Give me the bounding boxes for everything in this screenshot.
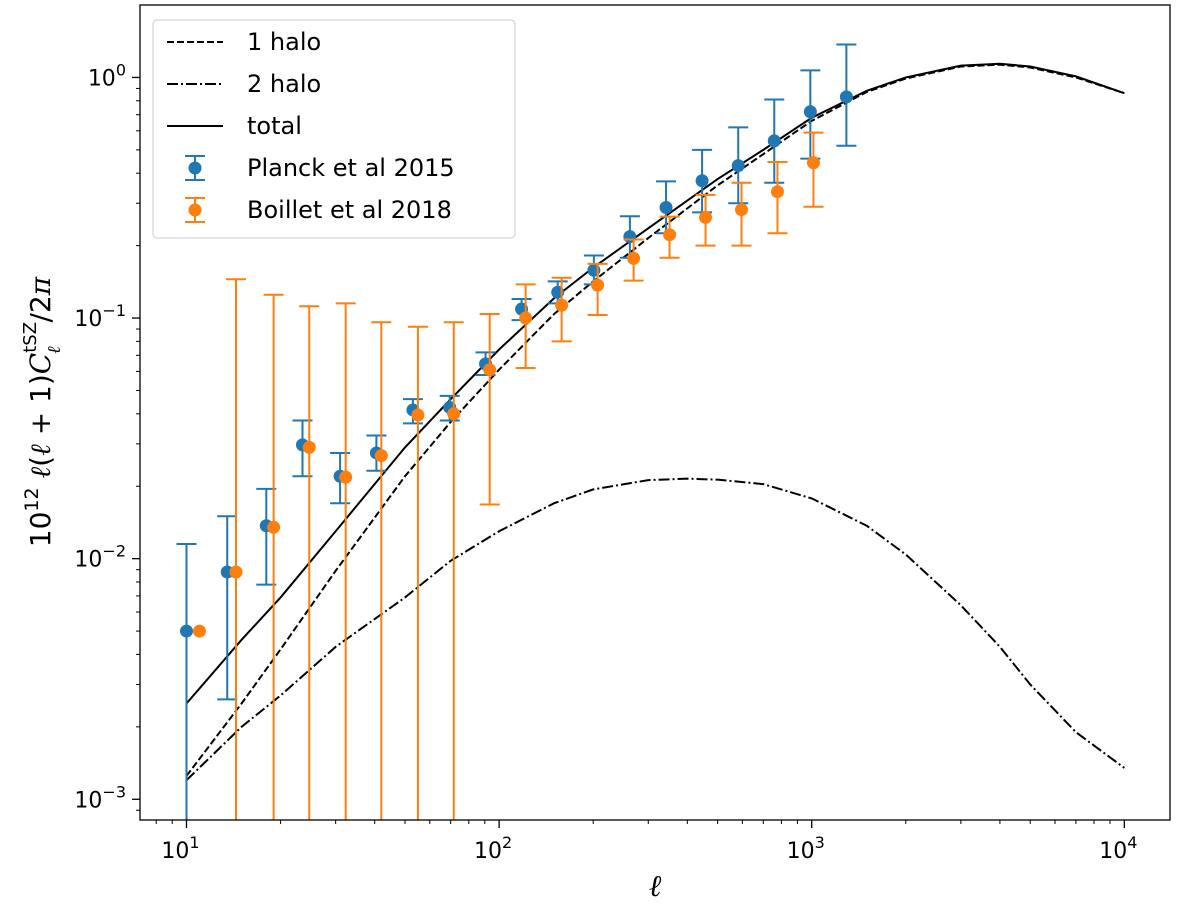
y-axis-label: 1012 ℓ(ℓ + 1)CtSZ ℓ/2π [20, 276, 65, 547]
data-point [411, 408, 425, 422]
error-bar [371, 321, 392, 820]
data-point [770, 185, 784, 199]
x-tick-label: 104 [1099, 833, 1137, 864]
error-bar [407, 325, 428, 820]
data-point [229, 565, 243, 579]
curve-solid [185, 62, 1125, 705]
data-point [699, 210, 713, 224]
data-point [627, 251, 641, 265]
plot-frame [139, 4, 1171, 821]
data-point [483, 363, 497, 377]
error-bar [226, 278, 247, 820]
data-point [192, 624, 206, 638]
legend-boillet-label: Boillet et al 2018 [247, 196, 452, 224]
legend-2halo-label: 2 halo [247, 70, 321, 98]
legend-box [152, 19, 516, 239]
axis-ticks [132, 76, 1125, 828]
data-point [447, 407, 461, 421]
legend-1halo-label: 1 halo [247, 28, 321, 56]
legend-planck-swatch [185, 155, 205, 181]
y-tick-label: 10−1 [74, 301, 126, 332]
y-tick-label: 10−3 [74, 782, 126, 813]
data-point [803, 105, 817, 119]
data-point [731, 159, 745, 173]
error-bar [515, 283, 536, 369]
y-tick-label: 100 [88, 60, 126, 91]
data-point [519, 311, 533, 325]
y-tick-label: 10−2 [74, 542, 126, 573]
data-point [179, 624, 193, 638]
data-point [839, 90, 853, 104]
legend: 1 halo 2 halo total Planck et al 2015 Bo… [152, 19, 516, 239]
legend-planck-label: Planck et al 2015 [247, 154, 455, 182]
data-point [695, 174, 709, 188]
x-tick-label: 101 [161, 833, 199, 864]
x-tick-label: 103 [787, 833, 825, 864]
data-points [176, 43, 857, 820]
data-point [374, 449, 388, 463]
error-bar [217, 515, 238, 701]
data-point [767, 134, 781, 148]
error-bar [479, 312, 500, 506]
series-1 [192, 131, 824, 820]
data-point [302, 440, 316, 454]
data-point [663, 228, 677, 242]
data-point [591, 278, 605, 292]
legend-boillet-swatch [185, 197, 205, 223]
error-bar [263, 293, 284, 820]
data-point [555, 298, 569, 312]
data-point [806, 156, 820, 170]
legend-total-label: total [247, 112, 302, 140]
data-point [339, 470, 353, 484]
error-bar [176, 543, 197, 820]
model-curves [185, 62, 1125, 781]
data-point [659, 201, 673, 215]
data-point [735, 203, 749, 217]
y-tick-labels: 10−3 10−2 10−1 100 [74, 60, 126, 813]
x-axis-label: ℓ [649, 869, 662, 904]
x-tick-labels: 101 102 103 104 [161, 833, 1137, 864]
error-bar [335, 302, 356, 820]
error-bar [299, 305, 320, 820]
data-point [267, 520, 281, 534]
error-bar [443, 321, 464, 820]
x-tick-label: 102 [474, 833, 512, 864]
curve-dashdot [185, 477, 1125, 781]
error-bar [803, 131, 824, 208]
